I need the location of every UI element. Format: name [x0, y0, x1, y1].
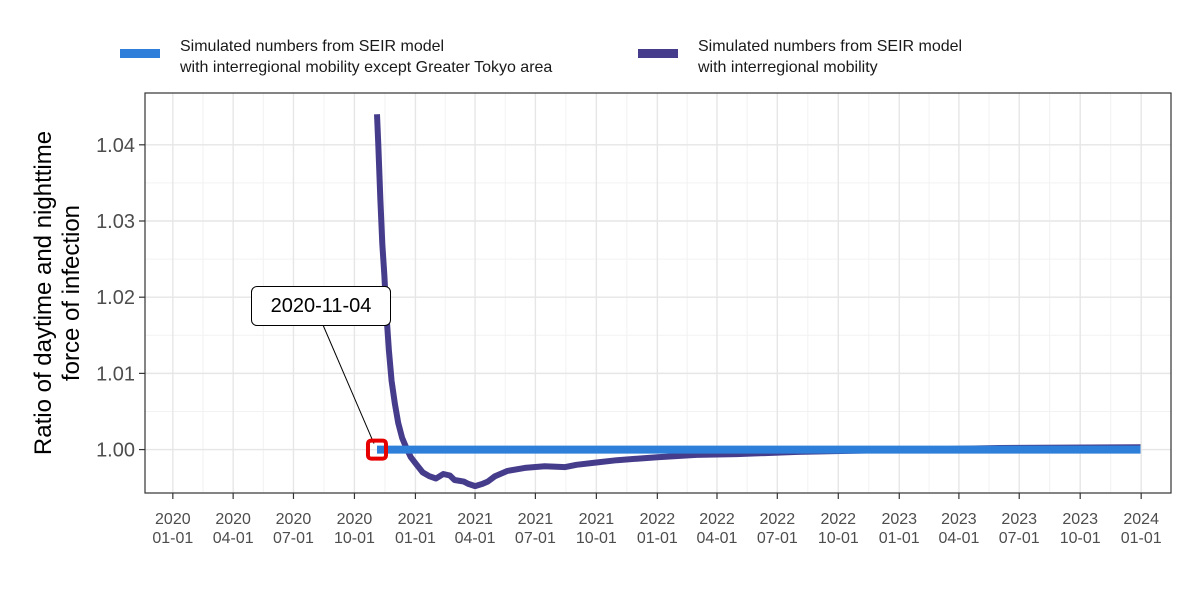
x-tick-label: 2022 07-01 — [757, 511, 798, 547]
y-tick-label: 1.04 — [96, 135, 135, 157]
legend-label-except-tokyo: Simulated numbers from SEIR model with i… — [180, 38, 553, 76]
x-tick-label: 2023 07-01 — [999, 511, 1040, 547]
x-tick-label: 2023 04-01 — [938, 511, 979, 547]
y-axis-label: Ratio of daytime and nighttime force of … — [30, 130, 85, 456]
y-tick-label: 1.00 — [96, 440, 135, 462]
x-tick-label: 2022 10-01 — [818, 511, 859, 547]
x-tick-label: 2021 04-01 — [455, 511, 496, 547]
annotation-marker — [365, 438, 388, 461]
x-tick-label: 2021 07-01 — [515, 511, 556, 547]
legend-item-except-tokyo: Simulated numbers from SEIR model with i… — [120, 36, 638, 78]
x-tick-label: 2021 10-01 — [576, 511, 617, 547]
y-tick-label: 1.01 — [96, 363, 135, 385]
x-tick-label: 2022 04-01 — [697, 511, 738, 547]
y-tick-label: 1.03 — [96, 211, 135, 233]
annotation-group — [322, 324, 388, 461]
x-tick-label: 2024 01-01 — [1121, 511, 1162, 547]
x-tick-label: 2022 01-01 — [637, 511, 678, 547]
x-tick-label: 2023 01-01 — [879, 511, 920, 547]
legend: Simulated numbers from SEIR model with i… — [120, 36, 962, 78]
series-lines — [374, 114, 1141, 490]
axis-ticks: 2020 01-01 2020 04-01 2020 07-01 2020 10-01 2021… — [96, 135, 1162, 547]
annotation-date-label: 2020-11-04 — [251, 286, 391, 326]
x-tick-label: 2021 01-01 — [395, 511, 436, 547]
annotation-leader-line — [322, 324, 375, 444]
x-tick-label: 2020 07-01 — [273, 511, 314, 547]
y-tick-label: 1.02 — [96, 287, 135, 309]
x-tick-label: 2020 10-01 — [334, 511, 375, 547]
series-line-full-mobility — [374, 114, 1141, 490]
legend-key-except-tokyo — [120, 49, 160, 58]
x-tick-label: 2020 01-01 — [152, 511, 193, 547]
legend-item-full-mobility: Simulated numbers from SEIR model with i… — [638, 36, 962, 78]
x-tick-label: 2020 04-01 — [213, 511, 254, 547]
legend-key-full-mobility — [638, 49, 678, 58]
x-tick-label: 2023 10-01 — [1060, 511, 1101, 547]
legend-label-full-mobility: Simulated numbers from SEIR model with i… — [698, 38, 963, 76]
plot-panel-border — [144, 92, 1172, 494]
